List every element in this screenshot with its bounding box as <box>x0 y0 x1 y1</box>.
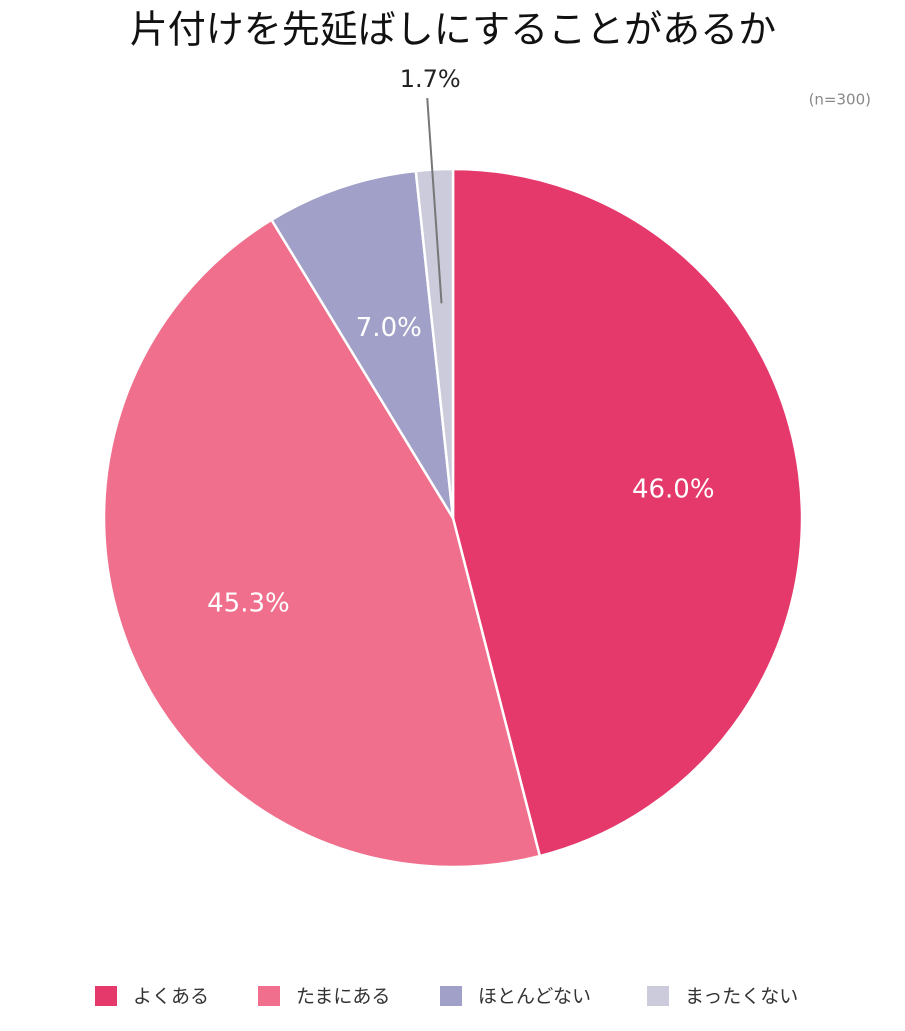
legend-label: よくある <box>133 986 209 1008</box>
legend-swatch <box>95 986 117 1006</box>
legend-swatch <box>440 986 462 1006</box>
chart-subtitle: (n=300) <box>809 91 871 109</box>
leader-line <box>426 97 443 304</box>
pie-slice <box>451 167 804 858</box>
legend-label: たまにある <box>296 986 390 1008</box>
data-label: 7.0% <box>356 313 422 343</box>
data-label: 45.3% <box>207 589 290 619</box>
legend-swatch <box>647 986 669 1006</box>
legend-swatch <box>258 986 280 1006</box>
pie-slice <box>102 218 542 869</box>
pie-slice <box>414 167 455 519</box>
chart-title: 片付けを先延ばしにすることがあるか <box>130 8 776 52</box>
data-label: 46.0% <box>632 475 715 505</box>
legend-label: まったくない <box>685 986 798 1008</box>
pie-slice <box>269 169 455 519</box>
data-label: 1.7% <box>400 65 461 93</box>
legend-label: ほとんどない <box>478 986 591 1008</box>
